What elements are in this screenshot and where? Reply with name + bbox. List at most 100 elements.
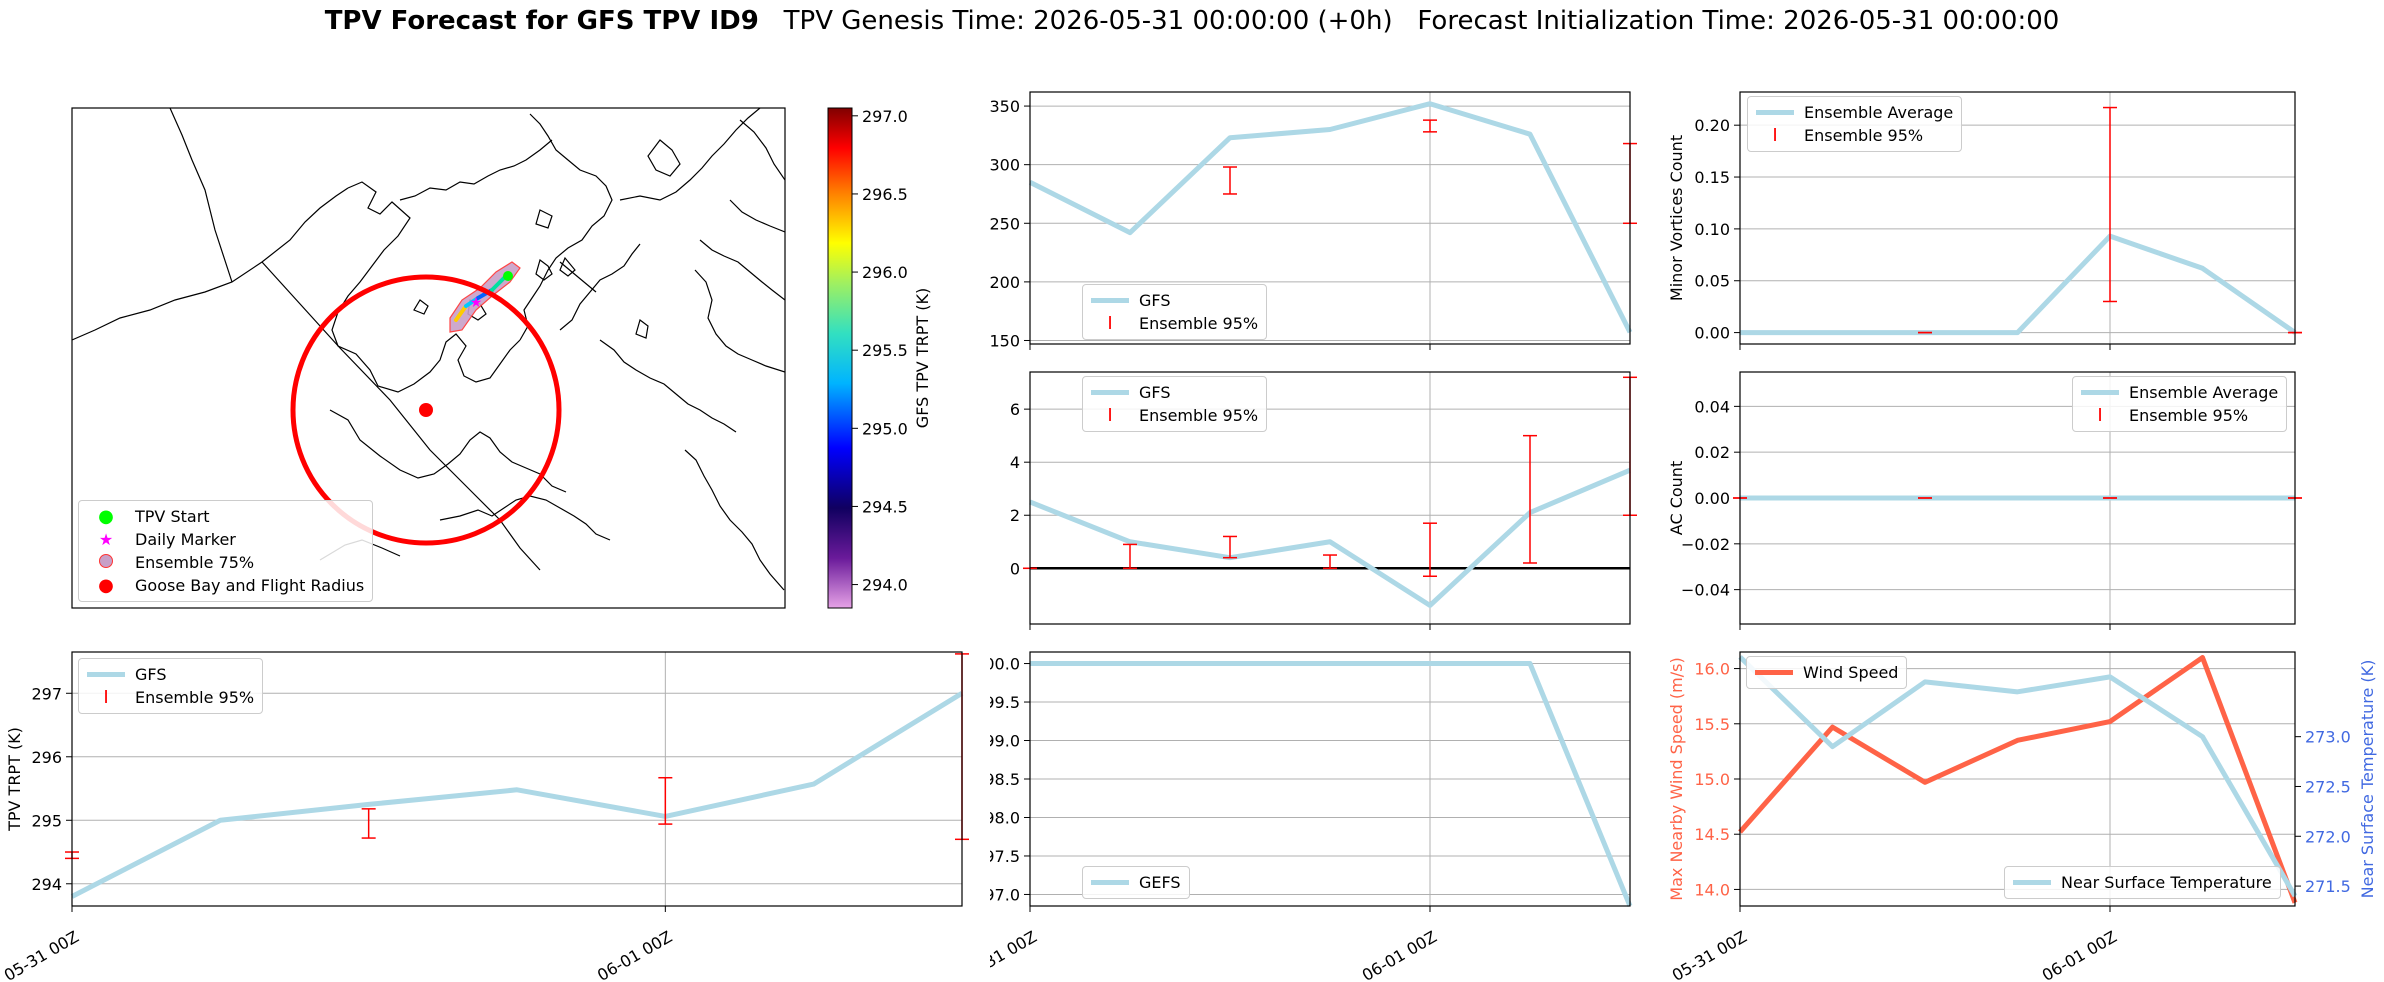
ensemble-patch-icon — [87, 551, 125, 574]
legend-label: Ensemble Average — [2129, 383, 2279, 402]
x-tick-label: 06-01 00Z — [594, 927, 675, 980]
y-axis-label: AC Count — [1667, 461, 1686, 535]
y-tick-label: 15.0 — [1694, 770, 1730, 789]
legend-item-ensemble: I Ensemble 95% — [2081, 404, 2278, 427]
legend-label: Ensemble 95% — [2129, 406, 2249, 425]
x-tick-label: 05-31 00Z — [1, 927, 82, 980]
legend-label: Daily Marker — [135, 530, 236, 549]
y-tick-label: 98.0 — [990, 808, 1020, 827]
axes-frame — [1739, 91, 2296, 345]
genesis-time: TPV Genesis Time: 2026-05-31 00:00:00 (+… — [783, 6, 1393, 36]
y-tick-label: 0.04 — [1694, 397, 1730, 416]
errorbar-icon: I — [1107, 405, 1113, 426]
series-line-0 — [1738, 655, 2298, 904]
colorbar-tick-label: 294.5 — [862, 497, 908, 516]
y-tick-label: 98.5 — [990, 770, 1020, 789]
colorbar-tick-label: 294.0 — [862, 576, 908, 595]
legend-item-gefs: GEFS — [1091, 871, 1181, 894]
percent-members-chart: 97.097.598.098.599.099.5100.0Percent of … — [990, 651, 1633, 980]
trpt-legend: GFS I Ensemble 95% — [78, 658, 264, 714]
y-tick-label: −0.04 — [1681, 581, 1730, 600]
axes-frame — [1029, 651, 1631, 907]
legend-item-ensemble: I Ensemble 95% — [87, 686, 254, 709]
axes-frame — [1739, 651, 2296, 907]
colorbar-tick-label: 295.0 — [862, 419, 908, 438]
colorbar-tick-label: 296.0 — [862, 263, 908, 282]
y-tick-label: 294 — [31, 875, 62, 894]
legend-item-ens-avg: Ensemble Average — [1756, 101, 1953, 124]
series-line-0 — [70, 691, 964, 899]
errorbar-icon: I — [1107, 313, 1113, 334]
colorbar-ticks: 297.0 296.5 296.0 295.5 295.0 294.5 294.0 — [852, 107, 908, 595]
tendency-legend: GFS I Ensemble 95% — [1082, 376, 1268, 432]
radius-legend: GFS I Ensemble 95% — [1082, 284, 1268, 340]
axes-frame — [1739, 371, 2296, 625]
axes-frame — [1029, 371, 1631, 625]
legend-label: Ensemble 95% — [1139, 314, 1259, 333]
x-tick-label: 06-01 00Z — [1359, 927, 1440, 980]
series-line-0 — [1740, 233, 2297, 336]
init-time: Forecast Initialization Time: 2026-05-31… — [1417, 6, 2060, 36]
colorbar-tick-label: 295.5 — [862, 341, 908, 360]
line-swatch-icon — [1091, 298, 1129, 303]
trpt-chart: 294 295 296 297 TPV TRPT (K) 05-31 00Z 06-01 0… — [1, 651, 969, 980]
errorbar-icon: I — [103, 687, 109, 708]
figure-title: TPV Forecast for GFS TPV ID9 TPV Genesis… — [0, 6, 2384, 36]
axes-frame — [1029, 91, 1631, 345]
y-tick-label: 97.0 — [990, 885, 1020, 904]
y-tick-label: 14.5 — [1694, 825, 1730, 844]
colorbar-tick-label: 297.0 — [862, 107, 908, 126]
line-swatch-icon — [1091, 390, 1129, 395]
y-tick-label: 4 — [1010, 453, 1020, 472]
map-legend: ● TPV Start ★ Daily Marker Ensemble 75% ● G… — [78, 500, 374, 602]
y-tick-label: 0.00 — [1694, 489, 1730, 508]
tpv-start-marker — [503, 271, 513, 281]
legend-item-ens-avg: Ensemble Average — [2081, 381, 2278, 404]
ac-legend: Ensemble Average I Ensemble 95% — [2072, 376, 2288, 432]
axes-frame — [71, 651, 963, 907]
line-swatch-icon — [87, 672, 125, 677]
series-line-1 — [1738, 655, 2298, 898]
legend-item-gfs: GFS — [1091, 289, 1258, 312]
map-frame — [71, 107, 786, 609]
legend-item-ensemble: I Ensemble 95% — [1756, 124, 1953, 147]
y-tick-label: 99.5 — [990, 693, 1020, 712]
line-swatch-icon — [1755, 670, 1793, 675]
legend-item-wind: Wind Speed — [1755, 661, 1898, 684]
y-tick-label: 6 — [1010, 400, 1020, 419]
y-tick-label: 16.0 — [1694, 660, 1730, 679]
y-tick-label: 150 — [990, 331, 1020, 350]
y2-tick-label: 272.5 — [2305, 777, 2351, 796]
colorbar — [827, 107, 853, 609]
legend-label: Wind Speed — [1803, 663, 1899, 682]
y-tick-label: 0.10 — [1694, 220, 1730, 239]
y2-tick-label: 271.5 — [2305, 877, 2351, 896]
legend-label: Goose Bay and Flight Radius — [135, 576, 365, 595]
series-line-0 — [1028, 101, 1633, 334]
daily-marker: ★ — [470, 295, 483, 311]
legend-label: GFS — [135, 665, 167, 684]
y-axis-label: Minor Vortices Count — [1667, 135, 1686, 301]
legend-label: GFS — [1139, 383, 1171, 402]
wind-legend: Wind Speed — [1746, 656, 1908, 689]
y-tick-label: 97.5 — [990, 847, 1020, 866]
wind-temperature-chart: 14.0 14.5 15.0 15.5 16.0 Max Nearby Wind Spee… — [1667, 651, 2377, 980]
colorbar-tick-label: 296.5 — [862, 185, 908, 204]
star-icon: ★ — [98, 530, 114, 549]
y-tick-label: 350 — [990, 97, 1020, 116]
y2-tick-label: 273.0 — [2305, 728, 2351, 747]
legend-item-goose-bay: ● Goose Bay and Flight Radius — [87, 574, 364, 597]
y-tick-label: 2 — [1010, 506, 1020, 525]
y-tick-label: 0.00 — [1694, 324, 1730, 343]
legend-item-ensemble: I Ensemble 95% — [1091, 312, 1258, 335]
y-tick-label: 0.05 — [1694, 272, 1730, 291]
line-swatch-icon — [1091, 880, 1129, 885]
y-tick-label: 0.02 — [1694, 443, 1730, 462]
y-tick-label: 99.0 — [990, 732, 1020, 751]
minor-legend: Ensemble Average I Ensemble 95% — [1747, 96, 1963, 152]
flight-radius-circle — [290, 274, 562, 546]
y-tick-label: 295 — [31, 811, 62, 830]
legend-item-temp: Near Surface Temperature — [2013, 871, 2272, 894]
line-swatch-icon — [1756, 110, 1794, 115]
y-axis-label: Max Nearby Wind Speed (m/s) — [1667, 657, 1686, 900]
